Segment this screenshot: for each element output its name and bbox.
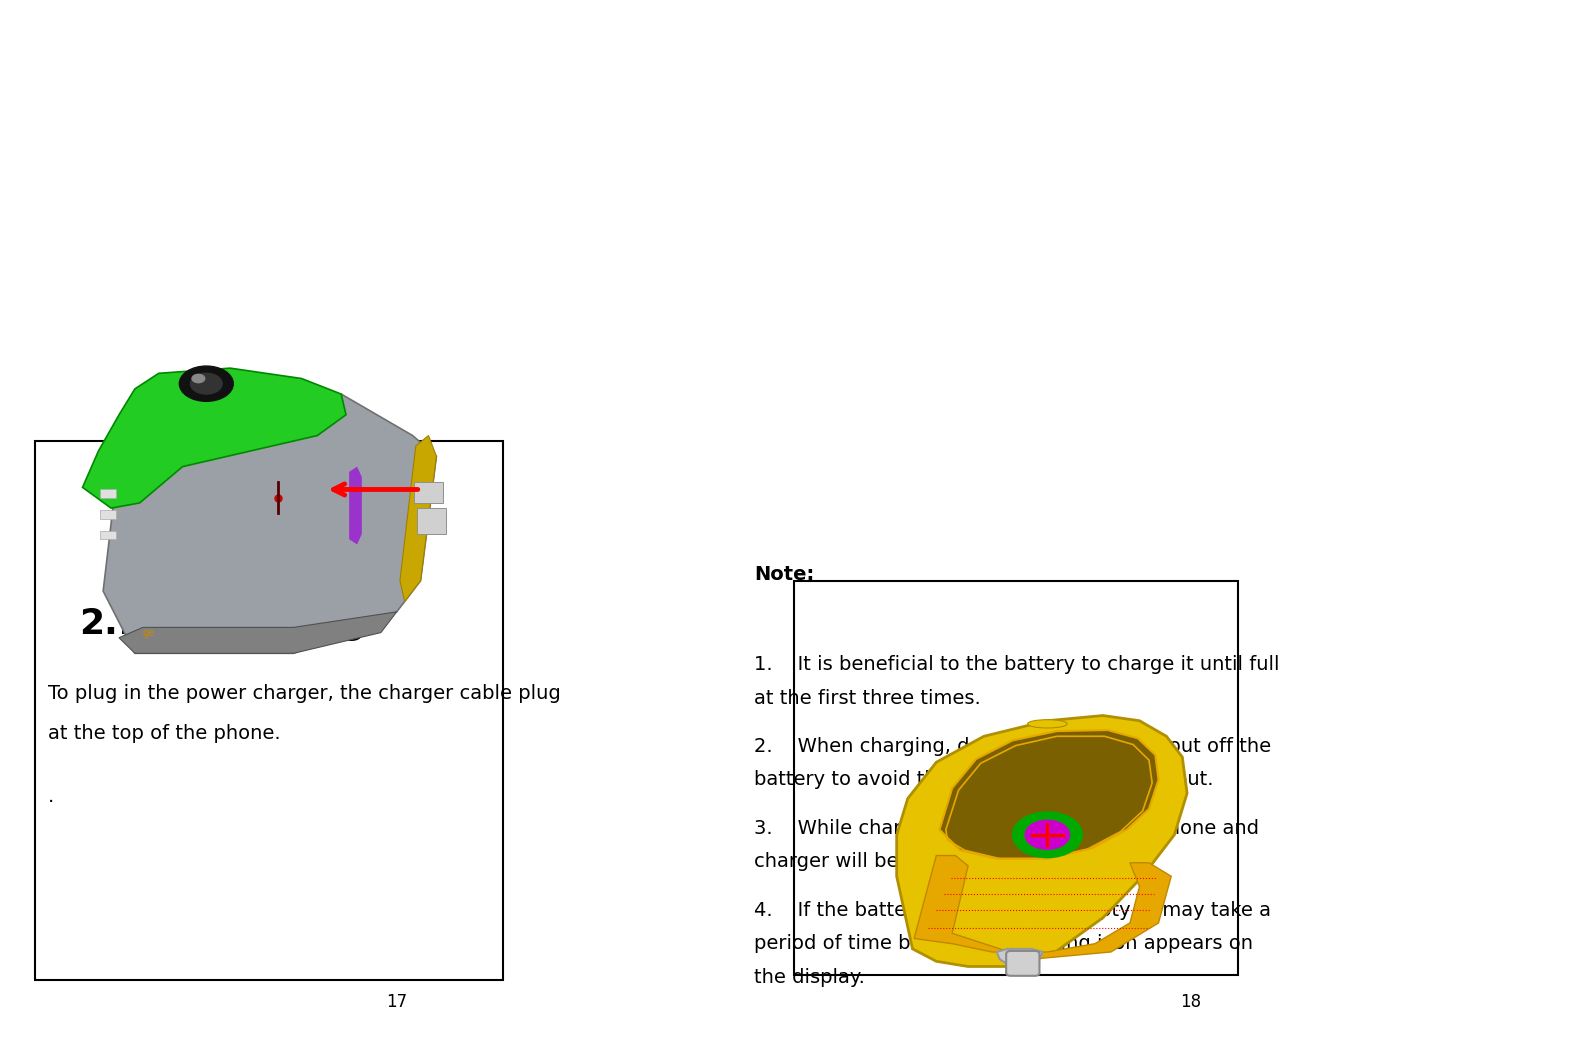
- FancyBboxPatch shape: [1006, 951, 1039, 976]
- Text: 18: 18: [1179, 993, 1201, 1011]
- Text: 1.    It is beneficial to the battery to charge it until full: 1. It is beneficial to the battery to ch…: [754, 655, 1279, 674]
- Polygon shape: [83, 368, 346, 508]
- Text: To plug in the power charger, the charger cable plug: To plug in the power charger, the charge…: [48, 684, 560, 703]
- Bar: [100, 531, 116, 539]
- Text: at the top of the phone.: at the top of the phone.: [48, 724, 281, 742]
- Text: 2.    When charging, don’t remove or take out off the: 2. When charging, don’t remove or take o…: [754, 737, 1271, 756]
- Circle shape: [192, 374, 205, 383]
- Ellipse shape: [1028, 720, 1068, 728]
- Circle shape: [190, 373, 222, 394]
- Text: .: .: [48, 787, 54, 806]
- Text: 4.    If the battery is completely empty, it may take a: 4. If the battery is completely empty, i…: [754, 901, 1271, 920]
- Text: charger will become hot.: charger will become hot.: [754, 852, 997, 871]
- Text: ge: ge: [143, 627, 156, 638]
- Polygon shape: [400, 436, 436, 601]
- Text: the display.: the display.: [754, 968, 865, 986]
- Polygon shape: [997, 949, 1043, 972]
- Polygon shape: [103, 394, 436, 653]
- Bar: [414, 482, 443, 503]
- Polygon shape: [940, 730, 1159, 859]
- Polygon shape: [914, 856, 1171, 959]
- Bar: [100, 489, 116, 498]
- Text: battery to avoid the battery circuit to burn out.: battery to avoid the battery circuit to …: [754, 770, 1214, 789]
- Bar: [417, 508, 446, 534]
- Polygon shape: [119, 612, 397, 653]
- Bar: [100, 510, 116, 518]
- Polygon shape: [349, 467, 362, 544]
- Text: period of time before the charging icon appears on: period of time before the charging icon …: [754, 934, 1252, 953]
- Text: Note:: Note:: [754, 565, 814, 584]
- Text: 3.    While charging, it is normal that the phone and: 3. While charging, it is normal that the…: [754, 819, 1258, 838]
- Text: 17: 17: [386, 993, 408, 1011]
- Polygon shape: [897, 716, 1187, 966]
- Bar: [35, 441, 503, 980]
- Text: at the first three times.: at the first three times.: [754, 689, 981, 707]
- Circle shape: [1025, 820, 1070, 849]
- Text: 2.1.2Charging: 2.1.2Charging: [79, 607, 367, 641]
- Circle shape: [1013, 812, 1082, 858]
- Circle shape: [179, 366, 233, 401]
- Bar: [794, 581, 1238, 975]
